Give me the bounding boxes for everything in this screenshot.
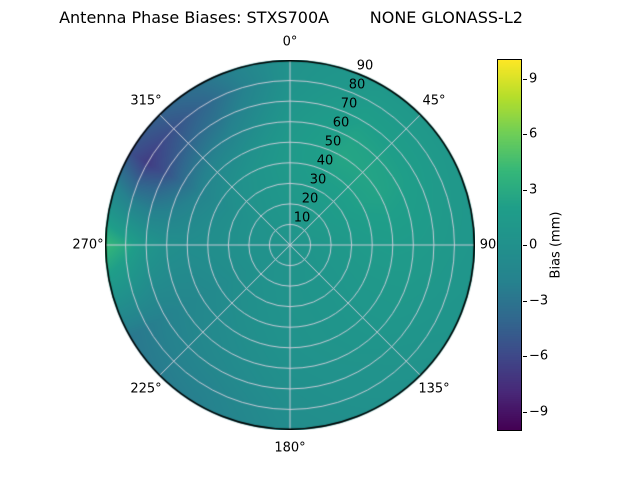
colorbar-tickmark-m9 (523, 412, 527, 413)
colorbar-tickmark-0 (523, 245, 527, 246)
colorbar-tick-label-0: 0 (529, 237, 538, 253)
chart-title: Antenna Phase Biases: STXS700A NONE GLON… (59, 8, 523, 27)
radial-label-10: 10 (293, 210, 311, 226)
angle-label-0: 0° (282, 34, 298, 50)
colorbar-tick-label-3: 3 (529, 182, 538, 198)
colorbar-tickmark-3 (523, 190, 527, 191)
angle-label-135: 135° (418, 381, 450, 397)
radial-label-40: 40 (316, 153, 334, 169)
colorbar-tickmark-9 (523, 79, 527, 80)
polar-heatmap-canvas (105, 60, 475, 430)
colorbar-tick-label-m6: −6 (529, 348, 549, 364)
angle-label-225: 225° (130, 381, 162, 397)
radial-label-20: 20 (301, 191, 319, 207)
angle-label-180: 180° (274, 440, 306, 456)
radial-label-50: 50 (324, 134, 342, 150)
angle-label-45: 45° (422, 93, 446, 109)
angle-label-315: 315° (130, 93, 162, 109)
colorbar-axis-label: Bias (mm) (548, 211, 564, 279)
radial-label-90: 90 (356, 58, 374, 74)
colorbar-tick-label-9: 9 (529, 71, 538, 87)
colorbar-tick-label-m3: −3 (529, 293, 549, 309)
radial-label-80: 80 (348, 77, 366, 93)
colorbar-tick-label-6: 6 (529, 126, 538, 142)
radial-label-30: 30 (309, 172, 327, 188)
angle-label-270: 270° (72, 237, 104, 253)
colorbar-tick-label-m9: −9 (529, 404, 549, 420)
colorbar (497, 59, 522, 431)
colorbar-tickmark-6 (523, 134, 527, 135)
colorbar-tickmark-m6 (523, 356, 527, 357)
radial-label-60: 60 (332, 115, 350, 131)
angle-label-90: 90 (479, 237, 497, 253)
colorbar-tickmark-m3 (523, 301, 527, 302)
radial-label-70: 70 (340, 96, 358, 112)
